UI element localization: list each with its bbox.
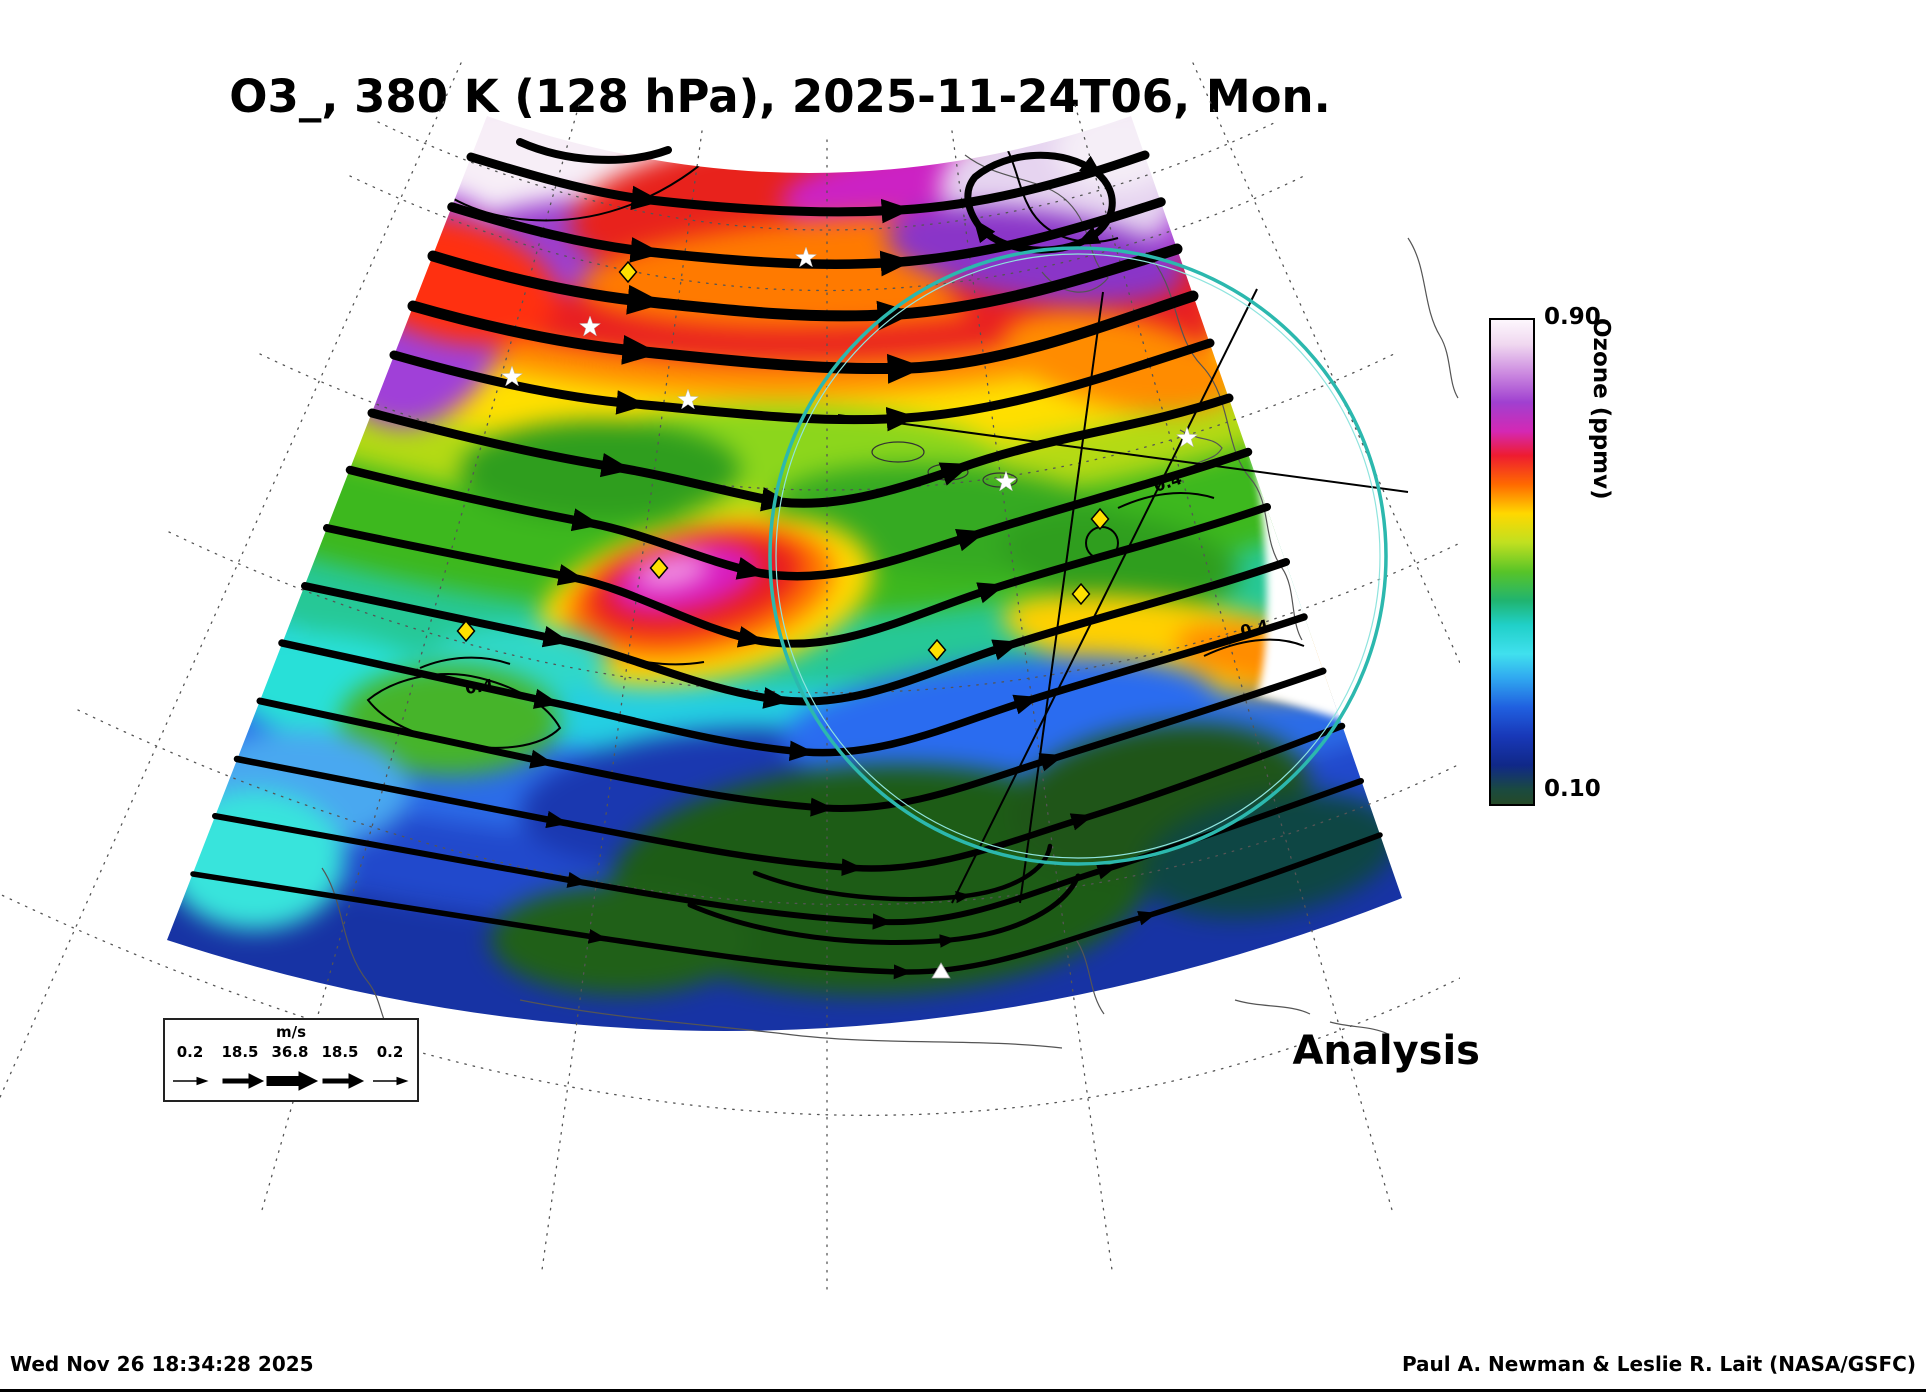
contour-label: 0.4 <box>464 675 495 698</box>
colorbar-max-label: 0.90 <box>1544 304 1601 330</box>
timestamp: Wed Nov 26 18:34:28 2025 <box>10 1352 314 1376</box>
analysis-label: Analysis <box>1292 1028 1480 1074</box>
colorbar-gradient <box>1489 318 1535 806</box>
wind-legend-tick: 0.2 <box>176 1043 204 1061</box>
wind-legend-tick: 0.2 <box>376 1043 404 1061</box>
bottom-divider <box>0 1389 1926 1392</box>
wind-legend-arrows <box>173 1071 409 1091</box>
credit: Paul A. Newman & Leslie R. Lait (NASA/GS… <box>1401 1352 1916 1376</box>
wind-streamlines <box>190 138 1383 980</box>
range-circle <box>768 246 1388 866</box>
page-title: O3_, 380 K (128 hPa), 2025-11-24T06, Mon… <box>229 70 1331 124</box>
colorbar-axis-label: Ozone (ppmv) <box>1588 318 1614 500</box>
triangle-marker <box>931 962 951 979</box>
contour-labels: 0.4 0.4 0.4 <box>464 469 1271 698</box>
flight-track-lines <box>837 288 1409 904</box>
wind-legend-tick: 18.5 <box>321 1043 359 1061</box>
wind-speed-legend: m/s 0.2 18.5 36.8 18.5 0.2 <box>163 1018 419 1102</box>
wind-legend-tick: 18.5 <box>221 1043 259 1061</box>
colorbar-min-label: 0.10 <box>1544 776 1601 802</box>
wind-legend-tick: 36.8 <box>271 1043 309 1061</box>
wind-legend-unit: m/s <box>275 1023 307 1041</box>
ozone-map: 0.4 0.4 0.4 <box>0 62 1460 1291</box>
